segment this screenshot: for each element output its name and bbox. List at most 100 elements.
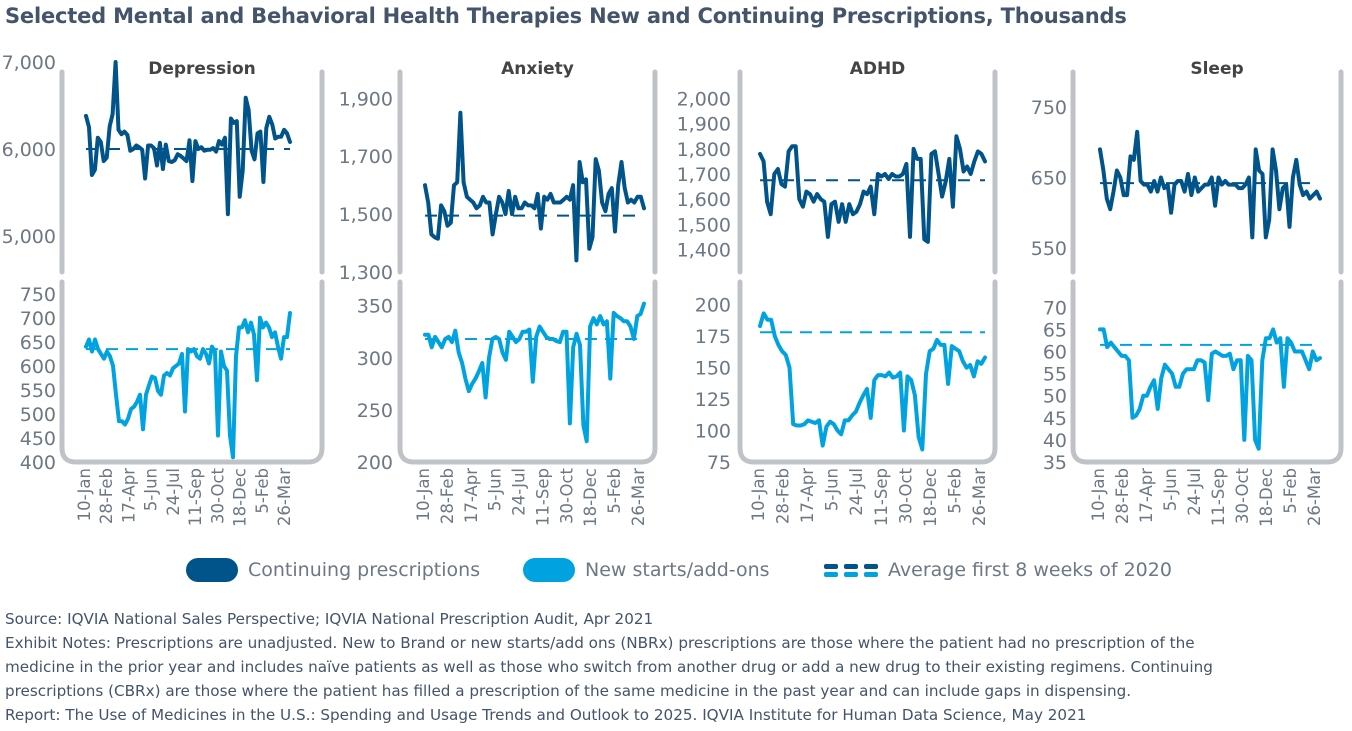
continuing-y-tick-label: 1,900 [677,114,731,136]
continuing-series-line [84,60,292,217]
x-tick-label: 17-Apr [462,468,481,523]
x-tick-label: 24-Jul [510,468,529,516]
x-tick-label: 10-Jan [749,468,768,521]
continuing-y-tick-label: 1,700 [677,164,731,186]
x-tick-label: 24-Jul [847,468,866,516]
charts-area: Depression7,0006,0005,000750700650600550… [2,52,1344,527]
x-tick-label: 26-Mar [629,468,648,526]
continuing-y-tick-label: 1,900 [339,88,393,110]
legend: Continuing prescriptions New starts/add-… [0,555,1352,587]
x-tick-label: 18-Dec [231,468,250,527]
continuing-series-line [423,110,646,263]
legend-label-continuing: Continuing prescriptions [248,559,481,581]
new-y-tick-label: 250 [357,400,393,422]
new-y-tick-label: 125 [695,389,731,411]
new-y-tick-label: 650 [20,332,56,354]
new-y-tick-label: 200 [695,295,731,317]
continuing-y-tick-label: 1,500 [677,214,731,236]
continuing-y-tick-label: 550 [1031,238,1067,260]
footnotes: Source: IQVIA National Sales Perspective… [5,607,1350,727]
continuing-y-tick-label: 1,300 [339,262,393,284]
panel-title: ADHD [850,59,906,79]
x-tick-label: 11-Sep [872,468,891,526]
continuing-y-tick-label: 1,400 [677,239,731,261]
note-source: Source: IQVIA National Sales Perspective… [5,610,654,628]
x-tick-label: 10-Jan [414,468,433,521]
x-tick-label: 11-Sep [1209,468,1228,526]
panel-title: Sleep [1190,59,1243,79]
x-tick-label: 17-Apr [1137,468,1156,523]
new-y-tick-label: 400 [20,452,56,474]
continuing-y-tick-label: 1,600 [677,189,731,211]
panel-adhd: ADHD 2,000 1,900 1,800 1,700 1,600 1,500 1,400 2… [677,59,998,527]
x-tick-label: 11-Sep [186,468,205,526]
chart-title: Selected Mental and Behavioral Health Th… [5,4,1127,28]
x-tick-label: 30-Oct [1233,467,1252,523]
x-tick-label: 30-Oct [896,467,915,523]
x-tick-label: 24-Jul [164,468,183,516]
new-series-line [758,311,987,452]
bottom-frame [737,279,998,465]
legend-label-new: New starts/add-ons [585,559,770,581]
legend-swatch-new [523,558,575,582]
continuing-y-tick-label: 7,000 [2,52,56,74]
x-tick-label: 5-Jun [142,468,161,511]
new-y-tick-label: 300 [357,348,393,370]
continuing-y-tick-label: 1,800 [677,139,731,161]
x-tick-label: 26-Mar [970,468,989,526]
x-tick-label: 26-Mar [275,468,294,526]
new-series-line [423,301,646,444]
legend-swatch-average [824,563,878,577]
new-y-tick-label: 175 [695,326,731,348]
note-report: Report: The Use of Medicines in the U.S.… [5,706,1087,724]
x-tick-label: 5-Feb [605,468,624,514]
x-tick-label: 30-Oct [557,467,576,523]
x-tick-label: 5-Feb [253,468,272,514]
continuing-series-line [1098,129,1322,240]
new-y-tick-label: 70 [1043,297,1067,319]
legend-swatch-continuing [186,558,238,582]
legend-label-average: Average first 8 weeks of 2020 [888,559,1172,581]
x-tick-label: 17-Apr [119,468,138,523]
x-tick-label: 5-Jun [1161,468,1180,511]
continuing-y-tick-label: 6,000 [2,139,56,161]
note-exhibit-2: medicine in the prior year and includes … [5,658,1213,676]
new-y-tick-label: 750 [20,284,56,306]
continuing-y-tick-label: 1,500 [339,204,393,226]
new-y-tick-label: 450 [20,428,56,450]
x-tick-label: 18-Dec [581,468,600,527]
x-tick-label: 28-Feb [1113,468,1132,524]
new-y-tick-label: 700 [20,308,56,330]
x-tick-label: 5-Feb [945,468,964,514]
x-tick-label: 24-Jul [1185,468,1204,516]
x-tick-label: 28-Feb [774,468,793,524]
x-tick-label: 26-Mar [1305,468,1324,526]
new-y-tick-label: 100 [695,421,731,443]
x-tick-label: 11-Sep [533,468,552,526]
new-y-tick-label: 55 [1043,364,1067,386]
new-y-tick-label: 350 [357,296,393,318]
legend-item-average: Average first 8 weeks of 2020 [824,555,1172,585]
new-y-tick-label: 65 [1043,319,1067,341]
note-exhibit-1: Exhibit Notes: Prescriptions are unadjus… [5,634,1195,652]
x-tick-label: 10-Jan [75,468,94,521]
legend-item-new: New starts/add-ons [523,555,770,585]
new-y-tick-label: 500 [20,404,56,426]
x-tick-label: 5-Jun [823,468,842,511]
x-tick-label: 5-Jun [486,468,505,511]
x-tick-label: 30-Oct [208,467,227,523]
new-y-tick-label: 35 [1043,452,1067,474]
x-tick-label: 18-Dec [1257,468,1276,527]
continuing-y-tick-label: 1,700 [339,146,393,168]
continuing-y-tick-label: 750 [1031,97,1067,119]
x-tick-label: 10-Jan [1089,468,1108,521]
x-tick-label: 28-Feb [97,468,116,524]
new-y-tick-label: 60 [1043,341,1067,363]
continuing-y-tick-label: 650 [1031,168,1067,190]
continuing-series-line [758,134,987,244]
x-tick-label: 17-Apr [798,468,817,523]
legend-item-continuing: Continuing prescriptions [186,555,480,585]
new-y-tick-label: 550 [20,380,56,402]
new-y-tick-label: 50 [1043,386,1067,408]
new-y-tick-label: 200 [357,452,393,474]
